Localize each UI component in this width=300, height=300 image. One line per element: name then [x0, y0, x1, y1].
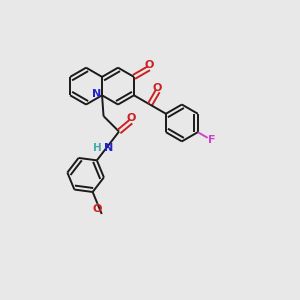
Text: N: N	[92, 89, 101, 99]
Text: N: N	[104, 143, 113, 153]
Text: O: O	[144, 60, 154, 70]
Text: F: F	[208, 136, 216, 146]
Text: O: O	[153, 82, 162, 93]
Text: H: H	[93, 143, 102, 153]
Text: O: O	[93, 205, 102, 214]
Text: O: O	[126, 113, 136, 123]
